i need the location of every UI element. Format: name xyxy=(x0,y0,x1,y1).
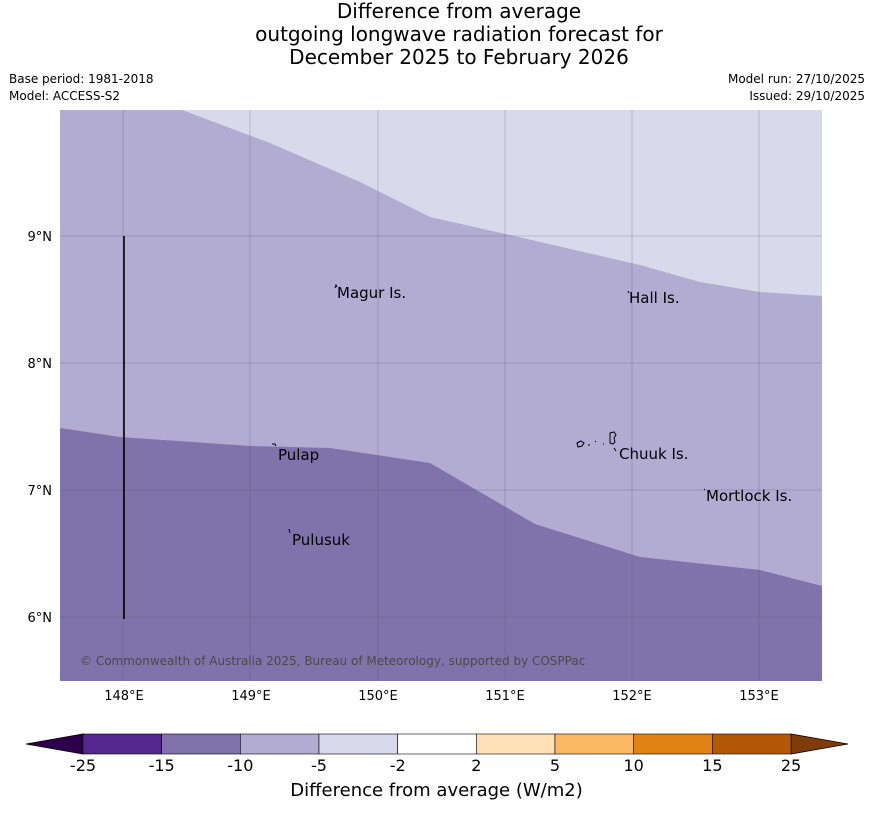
colorbar-segment xyxy=(82,733,162,755)
lat-tick-label: 9°N xyxy=(28,230,53,245)
colorbar: -25 -15 -10 -5 -2 2 5 10 15 25 xyxy=(25,733,849,775)
lon-tick-label: 153°E xyxy=(739,689,779,704)
map-title: Difference from average outgoing longwav… xyxy=(0,0,873,69)
colorbar-tick-label: 10 xyxy=(623,756,643,775)
place-label: Hall Is. xyxy=(629,289,680,307)
model-name: Model: ACCESS-S2 xyxy=(9,89,121,103)
colorbar-tick-label: -2 xyxy=(390,756,406,775)
issued-date: Issued: 29/10/2025 xyxy=(749,89,865,103)
model-run: Model run: 27/10/2025 xyxy=(727,72,865,86)
map-panel: Magur Is. Hall Is. Pulap Chuuk Is. Mortl… xyxy=(60,110,822,681)
colorbar-tick-label: -15 xyxy=(149,756,175,775)
colorbar-segment xyxy=(161,733,241,755)
colorbar-tick-label: 25 xyxy=(781,756,801,775)
colorbar-segment xyxy=(397,733,477,755)
lon-tick-label: 152°E xyxy=(612,689,652,704)
colorbar-high-extend xyxy=(790,733,849,755)
colorbar-tick-label: 15 xyxy=(702,756,722,775)
island-markers xyxy=(272,283,706,534)
colorbar-tick-label: 2 xyxy=(471,756,481,775)
colorbar-segment xyxy=(476,733,556,755)
place-label: Magur Is. xyxy=(337,284,406,302)
lon-tick-label: 148°E xyxy=(104,689,144,704)
colorbar-segment xyxy=(318,733,398,755)
band-minus5 xyxy=(182,110,822,296)
colorbar-segment xyxy=(554,733,634,755)
colorbar-tick-label: -10 xyxy=(227,756,253,775)
lon-tick-label: 151°E xyxy=(485,689,525,704)
place-label: Chuuk Is. xyxy=(619,445,688,463)
meta-right: Model run: 27/10/2025 Issued: 29/10/2025 xyxy=(728,71,865,105)
title-line-1: Difference from average xyxy=(336,0,582,23)
colorbar-tick-label: -5 xyxy=(311,756,327,775)
lon-tick-label: 150°E xyxy=(358,689,398,704)
title-line-2: outgoing longwave radiation forecast for xyxy=(255,22,663,46)
colorbar-tick-label: -25 xyxy=(70,756,96,775)
title-line-3: December 2025 to February 2026 xyxy=(289,45,629,69)
colorbar-segment xyxy=(712,733,792,755)
lon-tick-label: 149°E xyxy=(231,689,271,704)
place-label: Pulusuk xyxy=(292,531,350,549)
base-period: Base period: 1981-2018 xyxy=(9,72,154,86)
colorbar-low-extend xyxy=(25,733,84,755)
colorbar-segment xyxy=(240,733,320,755)
place-label: Pulap xyxy=(278,446,319,464)
colorbar-title: Difference from average (W/m2) xyxy=(290,780,583,801)
place-label: Mortlock Is. xyxy=(706,487,792,505)
colorbar-segment xyxy=(633,733,713,755)
gridlines xyxy=(60,110,822,681)
meta-left: Base period: 1981-2018 Model: ACCESS-S2 xyxy=(9,71,154,105)
lat-tick-label: 6°N xyxy=(28,611,53,626)
lat-tick-label: 8°N xyxy=(28,357,53,372)
lat-tick-label: 7°N xyxy=(28,484,53,499)
colorbar-tick-label: 5 xyxy=(550,756,560,775)
copyright-notice: © Commonwealth of Australia 2025, Bureau… xyxy=(80,654,585,668)
